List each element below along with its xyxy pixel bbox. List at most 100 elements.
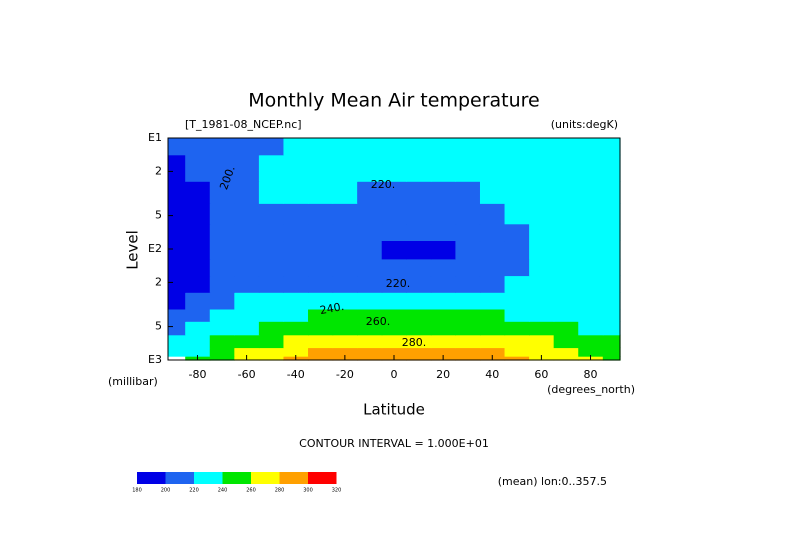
contour-cell	[504, 154, 530, 182]
contour-cell	[258, 181, 285, 204]
contour-cell	[381, 181, 407, 204]
contour-cell	[308, 292, 334, 310]
contour-cell	[258, 275, 285, 293]
contour-cell	[332, 321, 358, 336]
contour-cell	[308, 321, 334, 336]
contour-cell	[357, 181, 383, 204]
contour-cell	[455, 258, 481, 277]
contour-cell	[553, 292, 579, 310]
contour-cell	[529, 334, 555, 349]
contour-cell	[529, 347, 555, 357]
colorbar-label: 220	[189, 488, 199, 494]
contour-cell	[553, 258, 579, 277]
y-tick-label: E3	[148, 353, 162, 366]
contour-cell	[283, 334, 309, 349]
colorbar-label: 260	[246, 488, 256, 494]
contour-cell	[283, 138, 309, 156]
contour-cell	[308, 275, 334, 293]
contour-cell	[357, 275, 383, 293]
contour-cell	[553, 203, 579, 225]
contour-cell	[602, 334, 621, 349]
contour-cell	[258, 223, 285, 242]
contour-cell	[332, 223, 358, 242]
contour-cell	[553, 154, 579, 182]
x-tick-label: 0	[391, 368, 398, 381]
contour-label: 240.	[319, 300, 345, 317]
contour-cell	[406, 308, 432, 322]
contour-cell	[332, 181, 358, 204]
contour-cell	[185, 240, 211, 260]
contour-label: 280.	[402, 336, 427, 349]
contour-cell	[332, 240, 358, 260]
contour-cell	[283, 292, 309, 310]
contour-cell	[308, 258, 334, 277]
contour-cell	[504, 181, 530, 204]
contour-cell	[234, 203, 260, 225]
colorbar-box	[194, 472, 223, 484]
contour-cell	[479, 138, 506, 156]
contour-cell	[430, 308, 457, 322]
contour-cell	[185, 275, 211, 293]
contour-cell	[602, 275, 621, 293]
contour-cell	[185, 181, 211, 204]
units-label: (units:degK)	[551, 118, 618, 131]
contour-cell	[357, 240, 383, 260]
contour-cell	[209, 240, 235, 260]
contour-cell	[209, 154, 235, 182]
x-axis-label: Latitude	[363, 401, 425, 419]
contour-cell	[602, 292, 621, 310]
contour-cell	[455, 292, 481, 310]
contour-cell	[602, 154, 621, 182]
contour-cell	[406, 203, 432, 225]
contour-cell	[168, 203, 186, 225]
contour-cell	[504, 240, 530, 260]
contour-cell	[308, 308, 334, 322]
contour-cell	[553, 356, 579, 361]
contour-cell	[381, 258, 407, 277]
contour-label: 220.	[386, 277, 411, 290]
contour-cell	[529, 321, 555, 336]
contour-cell	[209, 223, 235, 242]
contour-cell	[185, 308, 211, 322]
contour-cell	[602, 181, 621, 204]
contour-cell	[406, 275, 432, 293]
contour-cell	[332, 308, 358, 322]
contour-cell	[529, 181, 555, 204]
contour-cell	[258, 347, 285, 357]
contour-cell	[479, 223, 506, 242]
contour-cell	[406, 334, 432, 349]
y-tick-label: 5	[155, 209, 162, 222]
contour-cell	[578, 181, 604, 204]
contour-cell	[332, 275, 358, 293]
contour-cell	[283, 203, 309, 225]
colorbar-box	[165, 472, 194, 484]
contour-cell	[209, 203, 235, 225]
contour-cell	[430, 275, 457, 293]
x-tick-label: -80	[188, 368, 206, 381]
contour-cell	[479, 321, 506, 336]
contour-cell	[283, 181, 309, 204]
chart-title: Monthly Mean Air temperature	[248, 90, 539, 112]
contour-cell	[357, 258, 383, 277]
contour-cell	[381, 154, 407, 182]
contour-cell	[308, 347, 334, 357]
contour-cell	[578, 334, 604, 349]
contour-cell	[406, 223, 432, 242]
contour-cell	[234, 181, 260, 204]
contour-cell	[357, 347, 383, 357]
contour-cell	[308, 334, 334, 349]
contour-cell	[479, 308, 506, 322]
contour-cell	[258, 154, 285, 182]
contour-cell	[553, 138, 579, 156]
contour-cell	[357, 334, 383, 349]
contour-cell	[234, 138, 260, 156]
contour-cell	[258, 258, 285, 277]
contour-cell	[258, 240, 285, 260]
contour-cell	[430, 334, 457, 349]
contour-cell	[529, 223, 555, 242]
contour-cell	[553, 321, 579, 336]
contour-cell	[455, 203, 481, 225]
contour-cell	[234, 347, 260, 357]
contour-cell	[209, 275, 235, 293]
contour-cell	[332, 334, 358, 349]
